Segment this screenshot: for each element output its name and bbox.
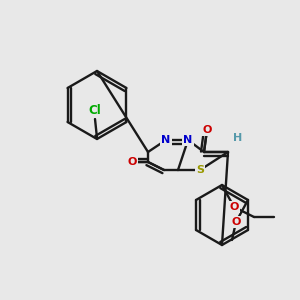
Text: O: O [202, 125, 212, 135]
Text: N: N [161, 135, 171, 145]
Text: H: H [233, 133, 243, 143]
Text: Cl: Cl [88, 104, 101, 118]
Text: O: O [231, 217, 241, 227]
Text: S: S [196, 165, 204, 175]
Text: O: O [229, 202, 239, 212]
Text: N: N [183, 135, 193, 145]
Text: O: O [127, 157, 137, 167]
